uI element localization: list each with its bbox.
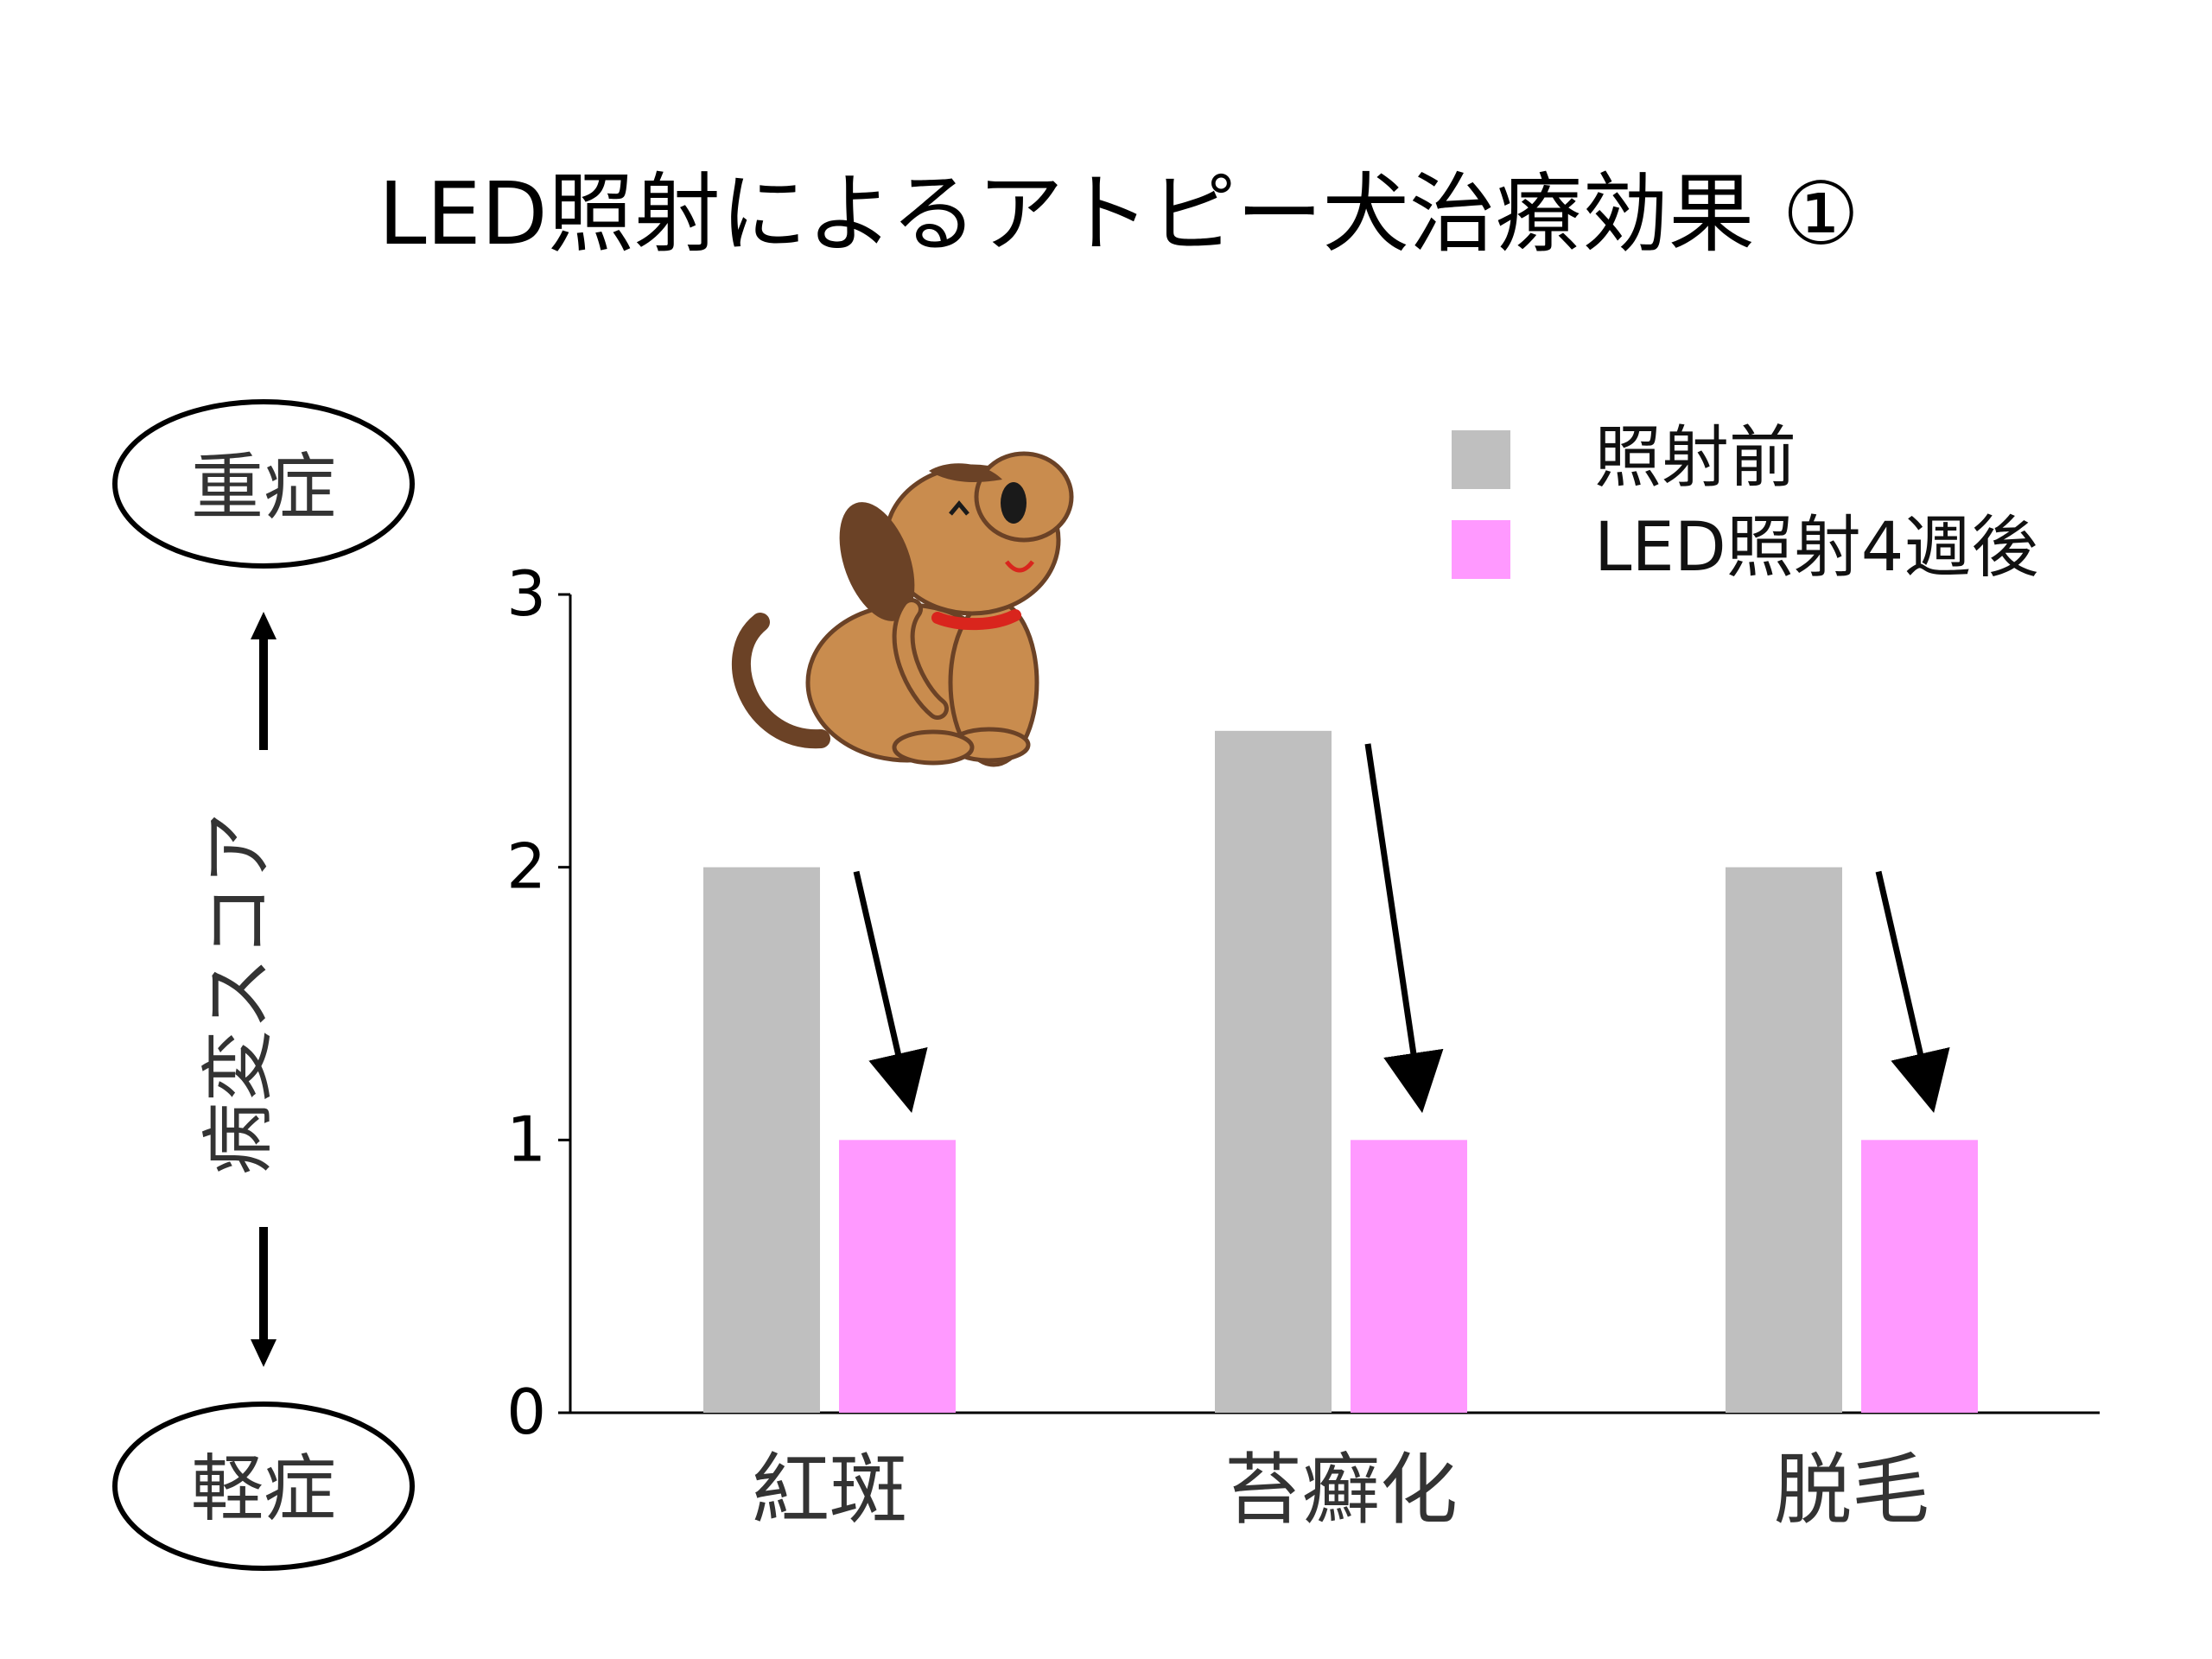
chart-title: LED照射によるアトピー犬治療効果 ① [378,163,1859,264]
decrease-arrow [1364,743,1444,1114]
y-tick-label: 1 [506,1103,546,1175]
mild-oval [112,1402,415,1571]
y-ticks: 0 1 2 3 [506,557,570,1448]
legend: 照射前 LED照射4週後 [1452,419,2038,587]
mild-label-group: 軽症 [112,1402,415,1571]
x-labels: 紅斑 苔癬化 脱毛 [752,1445,1929,1535]
x-category-label: 紅斑 [752,1445,907,1535]
y-tick-label: 0 [506,1376,546,1448]
severity-arrow-up [251,612,276,750]
severe-oval [112,399,415,569]
x-category-label: 苔癬化 [1224,1445,1458,1535]
severe-label-group: 重症 [112,399,415,569]
y-tick-label: 3 [506,557,546,630]
y-tick-label: 2 [506,830,546,903]
bar-before [1215,730,1332,1413]
severity-arrow-down [251,1227,276,1367]
legend-swatch [1452,430,1510,489]
severe-label: 重症 [191,445,336,530]
legend-label: LED照射4週後 [1594,509,2038,587]
bar-before [703,867,820,1413]
bar-before [1726,867,1842,1413]
mild-label: 軽症 [191,1446,336,1531]
bar-after [1861,1140,1978,1413]
legend-swatch [1452,520,1510,579]
scratching-dog-illustration [731,451,1074,767]
bar-after [839,1140,956,1413]
decrease-arrow [853,870,928,1113]
bars [703,730,1978,1413]
decrease-arrow [1875,870,1950,1113]
y-axis-label: 病変スコア [196,812,281,1175]
trend-arrows [853,743,1950,1114]
legend-label: 照射前 [1594,419,1796,497]
x-category-label: 脱毛 [1774,1445,1929,1535]
bar-after [1351,1140,1467,1413]
